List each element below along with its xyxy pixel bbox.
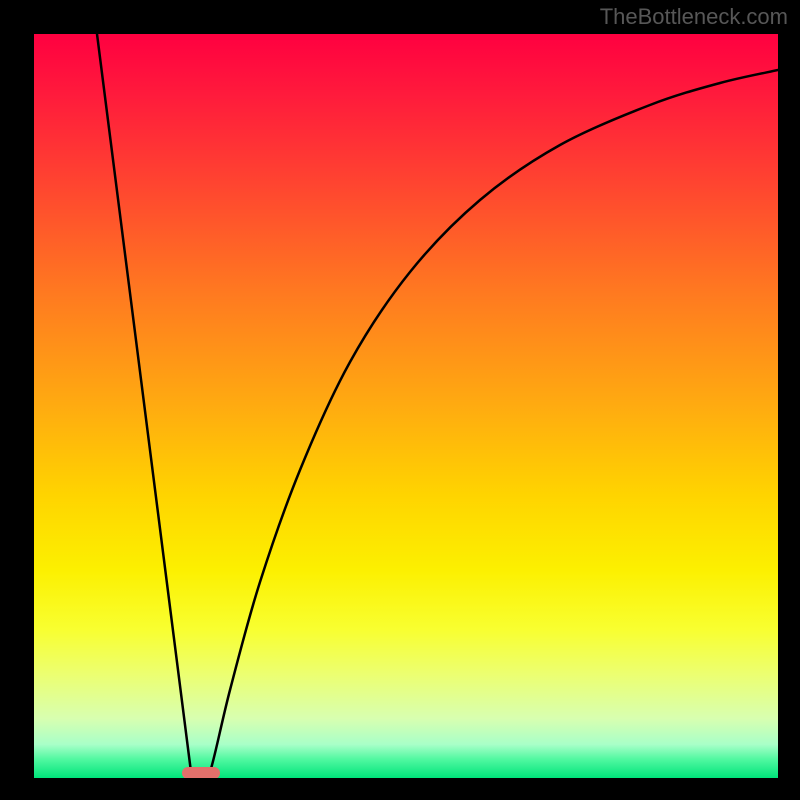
bottleneck-chart: TheBottleneck.com xyxy=(0,0,800,800)
optimal-marker xyxy=(182,767,220,779)
chart-svg xyxy=(0,0,800,800)
watermark-text: TheBottleneck.com xyxy=(600,4,788,30)
